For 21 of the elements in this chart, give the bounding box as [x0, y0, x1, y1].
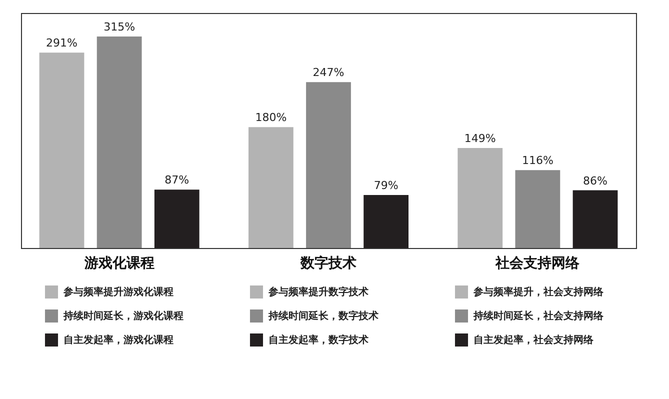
legend-label: 持续时间延长，游戏化课程 [62, 310, 184, 322]
legend-label: 参与频率提升游戏化课程 [62, 286, 174, 298]
data-label: 86% [583, 174, 608, 188]
legend-label: 参与频率提升，社会支持网络 [472, 286, 604, 298]
legend-label: 参与频率提升数字技术 [268, 286, 370, 298]
legend-label: 自主发起率，社会支持网络 [474, 334, 594, 346]
legend-label: 持续时间延长，数字技术 [268, 310, 380, 322]
data-label: 149% [464, 132, 496, 145]
x-tick-label: 数字技术 [300, 254, 356, 272]
data-label: 87% [164, 174, 190, 187]
data-label: 315% [104, 20, 136, 34]
data-label: 247% [312, 66, 344, 80]
legend-label: 自主发起率，游戏化课程 [64, 334, 174, 346]
legend-label: 自主发起率，数字技术 [268, 334, 370, 346]
data-label: 79% [374, 178, 398, 192]
x-tick-label: 游戏化课程 [83, 256, 154, 272]
x-tick-label: 社会支持网络 [494, 256, 581, 272]
legend-label: 持续时间延长，社会支持网络 [472, 310, 604, 322]
data-label: 116% [522, 154, 554, 168]
data-label: 180% [255, 111, 287, 124]
data-label: 291% [46, 36, 78, 50]
